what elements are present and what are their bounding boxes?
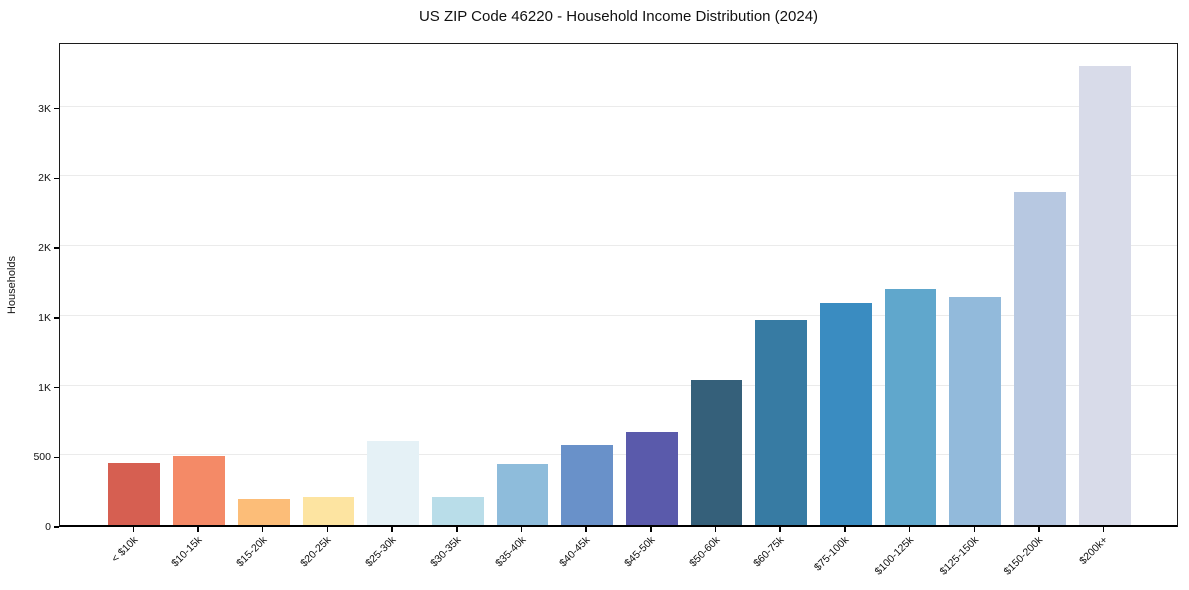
gridline bbox=[60, 175, 1177, 177]
x-tick-label: $200k+ bbox=[1077, 534, 1111, 568]
gridline bbox=[60, 454, 1177, 456]
y-tick-label: 1K bbox=[38, 311, 51, 324]
x-tick-mark bbox=[973, 527, 976, 532]
y-tick-mark bbox=[54, 107, 59, 110]
gridline bbox=[60, 105, 1177, 107]
x-tick-label: $35-40k bbox=[492, 534, 528, 570]
plot-area bbox=[59, 43, 1178, 527]
y-axis-label: Households bbox=[6, 255, 18, 315]
gridline bbox=[60, 314, 1177, 316]
y-tick-label: 0 bbox=[45, 521, 51, 533]
y-tick-mark bbox=[54, 317, 59, 319]
x-tick-mark bbox=[456, 527, 458, 532]
x-tick-label: $50-60k bbox=[686, 534, 723, 570]
x-tick-label: $30-35k bbox=[427, 534, 464, 570]
y-tick-label: 3K bbox=[38, 102, 51, 115]
y-tick-label: 2K bbox=[38, 242, 51, 255]
x-tick-mark bbox=[844, 527, 846, 532]
x-tick-mark bbox=[326, 527, 329, 532]
y-tick-label: 2K bbox=[38, 172, 51, 185]
bar-$40-45k bbox=[561, 444, 614, 525]
bar-$125-150k bbox=[949, 296, 1002, 525]
x-tick-label: $10-15k bbox=[169, 534, 205, 570]
x-tick-mark bbox=[197, 527, 199, 532]
x-tick-mark bbox=[1102, 527, 1105, 532]
x-tick-label: $100-125k bbox=[872, 534, 917, 578]
x-tick-mark bbox=[714, 527, 717, 532]
x-tick-label: $150-200k bbox=[1001, 534, 1046, 578]
x-tick-label: $20-25k bbox=[298, 534, 334, 570]
x-tick-mark bbox=[650, 527, 652, 532]
x-tick-mark bbox=[585, 527, 587, 532]
gridline bbox=[60, 245, 1177, 247]
x-tick-mark bbox=[908, 527, 911, 532]
x-tick-mark bbox=[520, 527, 523, 532]
y-tick-mark bbox=[54, 386, 59, 389]
bar-$30-35k bbox=[431, 497, 484, 525]
x-tick-mark bbox=[779, 527, 781, 532]
bar-$50-60k bbox=[690, 379, 743, 525]
x-tick-label: $45-50k bbox=[622, 534, 658, 570]
bar-$75-100k bbox=[820, 302, 872, 525]
bar-$35-40k bbox=[496, 464, 549, 525]
x-tick-label: < $10k bbox=[108, 534, 140, 565]
bar-$100-125k bbox=[884, 289, 937, 525]
x-tick-mark bbox=[391, 527, 393, 532]
bar-$60-75k bbox=[755, 319, 808, 525]
y-tick-mark bbox=[54, 177, 59, 180]
y-tick-label: 500 bbox=[33, 451, 51, 464]
x-tick-label: $15-20k bbox=[233, 534, 270, 570]
y-tick-mark bbox=[54, 526, 59, 528]
bar-$25-30k bbox=[367, 441, 419, 525]
bar-$150-200k bbox=[1014, 191, 1066, 525]
x-tick-mark bbox=[132, 527, 135, 532]
bar-$20-25k bbox=[302, 497, 355, 525]
chart-title: US ZIP Code 46220 - Household Income Dis… bbox=[418, 8, 819, 25]
x-tick-label: $60-75k bbox=[751, 534, 787, 570]
y-tick-label: 1K bbox=[38, 381, 51, 394]
gridline bbox=[60, 384, 1177, 386]
bar-$15-20k bbox=[237, 499, 290, 525]
bar-$10-15k bbox=[173, 455, 225, 525]
x-tick-mark bbox=[261, 527, 264, 532]
x-tick-mark bbox=[1038, 527, 1040, 532]
y-tick-mark bbox=[54, 247, 59, 249]
x-tick-label: $125-150k bbox=[937, 534, 981, 578]
bar-< $10k bbox=[108, 462, 161, 525]
y-tick-mark bbox=[54, 456, 59, 458]
x-tick-label: $25-30k bbox=[363, 534, 399, 570]
x-tick-label: $75-100k bbox=[811, 534, 852, 574]
bar-$200k+ bbox=[1078, 66, 1131, 525]
x-tick-label: $40-45k bbox=[557, 534, 593, 570]
bar-$45-50k bbox=[625, 432, 678, 525]
